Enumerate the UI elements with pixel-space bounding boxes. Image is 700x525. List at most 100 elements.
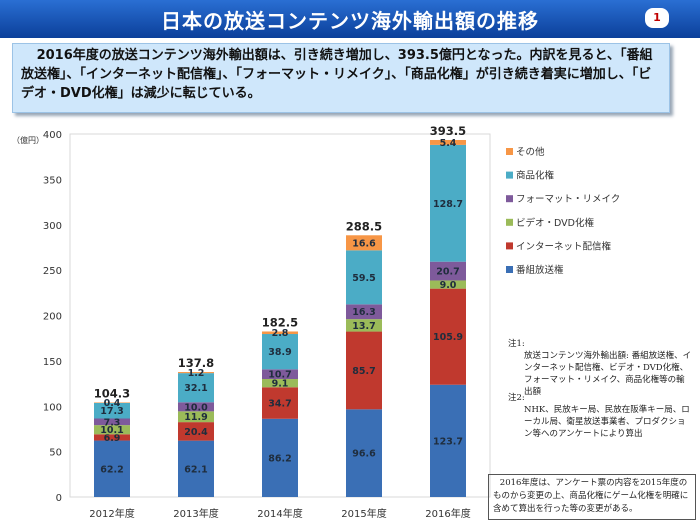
data-label: 11.9 [184,412,207,423]
bar-segment [430,288,466,385]
bar-segment [94,425,130,435]
bar-segment [346,304,382,320]
total-label: 182.5 [262,315,298,329]
y-tick-label: 100 [43,402,62,413]
bar-segment [262,334,298,370]
data-label: 62.1 [184,464,207,475]
data-label: 1.2 [188,368,205,379]
legend-swatch [506,266,513,273]
data-label: 9.1 [272,379,289,390]
data-label: 17.3 [100,406,123,417]
bar-segment [430,139,466,145]
data-label: 20.7 [436,267,459,278]
legend-label: その他 [516,146,545,158]
data-label: 5.4 [440,138,457,149]
bar-segment [346,319,382,332]
summary-box: 2016年度の放送コンテンツ海外輸出額は、引き続き増加し、393.5億円となった… [12,43,670,113]
data-label: 62.2 [100,464,123,475]
page-number-badge: 1 [645,8,669,28]
data-label: 86.2 [268,453,291,464]
y-tick-label: 0 [56,493,62,504]
bar-segment [94,402,130,403]
y-axis-label: （億円） [12,135,44,145]
y-tick-label: 150 [43,357,62,368]
legend-swatch [506,171,513,179]
bar-segment [262,387,298,419]
legend-label: インターネット配信権 [516,240,612,252]
legend-label: ビデオ・DVD化権 [516,217,594,229]
data-label: 10.0 [184,402,208,413]
x-tick-label: 2012年度 [89,507,134,520]
bar-segment [262,369,298,380]
bar-segment [178,373,214,403]
data-label: 20.4 [184,427,208,438]
total-label: 104.3 [94,386,130,400]
data-label: 34.7 [268,399,291,410]
data-label: 32.1 [184,383,207,394]
note-1: 注1: 放送コンテンツ海外輸出額: 番組放送権、インターネット配信権、ビデオ・D… [508,338,693,398]
y-tick-label: 400 [43,130,62,141]
data-label: 2.8 [272,328,289,339]
data-label: 16.6 [352,238,376,249]
bar-segment [262,379,298,388]
bar-segment [94,402,130,419]
bar-segment [430,144,466,262]
data-label: 105.9 [433,332,463,343]
footnote-box: 2016年度は、アンケート票の内容を2015年度のものから変更の上、商品化権にゲ… [488,474,696,520]
bar-segment [430,384,466,497]
data-label: 85.7 [352,366,375,377]
data-label: 128.7 [433,199,463,210]
legend-label: フォーマット・リメイク [516,194,620,205]
note-2-label: 注2: [508,393,525,403]
data-label: 16.3 [352,307,375,318]
bar-segment [178,422,214,441]
legend-swatch [506,148,513,155]
note-2: 注2: NHK、民放キー局、民放在阪準キー局、ローカル局、衛星放送事業者、プロダ… [508,392,693,440]
note-1-label: 注1: [508,339,525,349]
x-tick-label: 2016年度 [425,507,470,520]
data-label: 123.7 [433,436,463,447]
data-label: 6.9 [104,433,121,444]
y-tick-label: 350 [43,175,62,186]
bar-segment [346,331,382,410]
data-label: 7.3 [104,417,121,428]
data-label: 0.4 [104,398,121,409]
total-label: 137.8 [178,356,214,370]
data-label: 10.7 [268,370,291,381]
note-1-text: 放送コンテンツ海外輸出額: 番組放送権、インターネット配信権、ビデオ・DVD化権… [524,351,692,397]
x-tick-label: 2015年度 [341,507,386,520]
y-tick-label: 300 [43,221,62,232]
y-tick-label: 200 [43,312,62,323]
bar-segment [94,418,130,426]
bar-segment [346,235,382,251]
y-tick-label: 250 [43,266,62,277]
total-label: 288.5 [346,219,382,233]
data-label: 38.9 [268,347,291,358]
data-label: 10.1 [100,425,123,436]
x-tick-label: 2014年度 [257,507,302,520]
note-2-text: NHK、民放キー局、民放在阪準キー局、ローカル局、衛星放送事業者、プロダクション… [524,405,690,439]
bar-segment [262,331,298,335]
legend-label: 番組放送権 [516,264,564,276]
bar-segment [430,280,466,289]
bar-segment [178,372,214,374]
bar-segment [178,402,214,412]
x-tick-label: 2013年度 [173,507,218,520]
title-bar [0,0,700,38]
total-label: 393.5 [430,124,466,138]
legend-swatch [506,218,513,226]
y-tick-label: 50 [49,448,62,459]
legend-swatch [506,242,513,250]
bar-segment [178,440,214,497]
bar-segment [262,418,298,497]
data-label: 9.0 [440,280,457,291]
bar-segment [94,434,130,441]
legend-swatch [506,195,513,203]
bar-segment [178,411,214,423]
data-label: 13.7 [352,321,375,332]
data-label: 59.5 [352,273,375,284]
bar-segment [346,409,382,497]
bar-segment [94,440,130,497]
bar-segment [430,261,466,281]
